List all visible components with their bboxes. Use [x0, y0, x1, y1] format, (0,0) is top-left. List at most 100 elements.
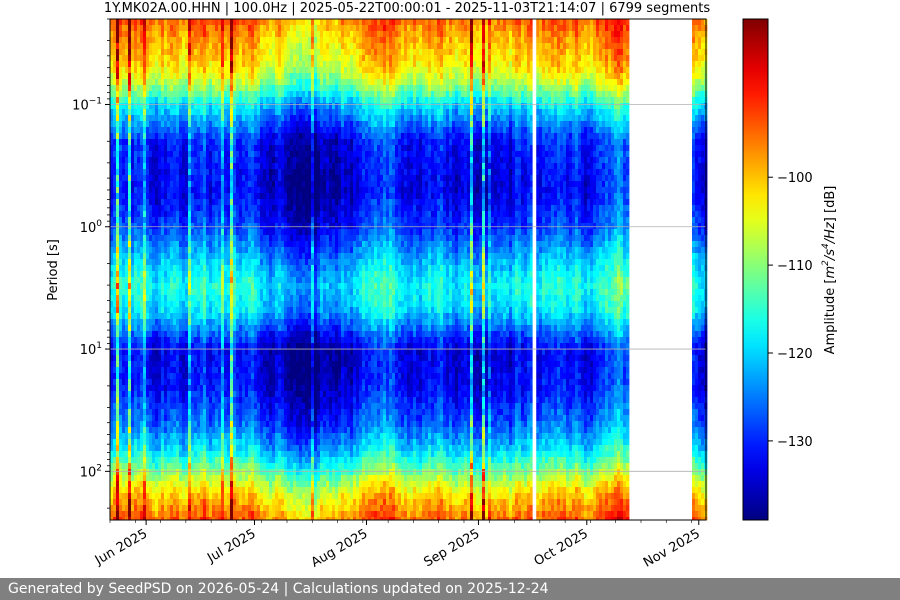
heatmap-cell [212, 391, 216, 398]
heatmap-cell [278, 343, 282, 350]
heatmap-cell [191, 79, 195, 86]
heatmap-cell [128, 205, 132, 212]
heatmap-cell [143, 211, 147, 218]
heatmap-cell [128, 157, 132, 164]
heatmap-cell [200, 199, 204, 206]
heatmap-cell [200, 223, 204, 230]
heatmap-cell [125, 193, 129, 200]
heatmap-cell [224, 403, 228, 410]
heatmap-cell [197, 115, 201, 122]
heatmap-cell [131, 397, 135, 404]
heatmap-cell [158, 157, 162, 164]
heatmap-cell [146, 121, 150, 128]
heatmap-cell [167, 421, 171, 428]
heatmap-cell [209, 121, 213, 128]
heatmap-cell [116, 463, 120, 470]
heatmap-cell [191, 139, 195, 146]
heatmap-cell [161, 151, 165, 158]
heatmap-cell [161, 403, 165, 410]
heatmap-cell [113, 319, 117, 326]
heatmap-cell [242, 229, 246, 236]
heatmap-cell [233, 427, 237, 434]
heatmap-cell [152, 391, 156, 398]
heatmap-cell [221, 55, 225, 62]
heatmap-cell [167, 103, 171, 110]
heatmap-cell [281, 241, 285, 248]
heatmap-cell [128, 295, 132, 302]
heatmap-cell [146, 139, 150, 146]
heatmap-cell [272, 283, 276, 290]
heatmap-cell [284, 55, 288, 62]
heatmap-cell [260, 331, 264, 338]
heatmap-cell [128, 421, 132, 428]
heatmap-cell [134, 193, 138, 200]
heatmap-cell [170, 211, 174, 218]
heatmap-cell [254, 109, 258, 116]
heatmap-cell [230, 313, 234, 320]
heatmap-cell [197, 511, 201, 518]
heatmap-cell [149, 463, 153, 470]
heatmap-cell [173, 133, 177, 140]
heatmap-cell [110, 361, 114, 368]
heatmap-cell [221, 175, 225, 182]
heatmap-cell [134, 307, 138, 314]
heatmap-cell [194, 331, 198, 338]
heatmap-cell [143, 445, 147, 452]
heatmap-cell [266, 469, 270, 476]
heatmap-cell [257, 37, 261, 44]
heatmap-cell [245, 265, 249, 272]
heatmap-cell [275, 25, 279, 32]
heatmap-cell [218, 403, 222, 410]
heatmap-cell [161, 517, 165, 521]
heatmap-cell [137, 241, 141, 248]
heatmap-cell [182, 277, 186, 284]
heatmap-cell [179, 19, 183, 26]
heatmap-cell [275, 115, 279, 122]
heatmap-cell [269, 481, 273, 488]
heatmap-cell [146, 505, 150, 512]
heatmap-cell [113, 403, 117, 410]
heatmap-cell [149, 115, 153, 122]
heatmap-cell [182, 355, 186, 362]
heatmap-cell [272, 61, 276, 68]
heatmap-cell [254, 97, 258, 104]
heatmap-cell [245, 181, 249, 188]
heatmap-cell [203, 265, 207, 272]
heatmap-cell [275, 163, 279, 170]
heatmap-cell [131, 283, 135, 290]
heatmap-cell [140, 241, 144, 248]
heatmap-cell [188, 361, 192, 368]
heatmap-cell [251, 235, 255, 242]
heatmap-cell [161, 37, 165, 44]
heatmap-cell [131, 415, 135, 422]
heatmap-cell [218, 151, 222, 158]
heatmap-cell [134, 397, 138, 404]
heatmap-cell [263, 307, 267, 314]
heatmap-cell [239, 235, 243, 242]
heatmap-cell [140, 385, 144, 392]
heatmap-cell [143, 457, 147, 464]
heatmap-cell [170, 217, 174, 224]
heatmap-cell [197, 463, 201, 470]
heatmap-cell [254, 157, 258, 164]
heatmap-cell [176, 499, 180, 506]
heatmap-cell [143, 139, 147, 146]
heatmap-cell [206, 403, 210, 410]
heatmap-cell [248, 145, 252, 152]
heatmap-cell [161, 211, 165, 218]
heatmap-cell [272, 223, 276, 230]
heatmap-cell [203, 355, 207, 362]
heatmap-cell [128, 379, 132, 386]
heatmap-cell [278, 331, 282, 338]
heatmap-cell [185, 277, 189, 284]
heatmap-cell [239, 97, 243, 104]
heatmap-cell [203, 229, 207, 236]
heatmap-cell [152, 37, 156, 44]
heatmap-cell [152, 481, 156, 488]
heatmap-cell [269, 367, 273, 374]
heatmap-cell [266, 253, 270, 260]
heatmap-cell [230, 157, 234, 164]
heatmap-cell [173, 103, 177, 110]
heatmap-cell [221, 67, 225, 74]
heatmap-cell [158, 115, 162, 122]
